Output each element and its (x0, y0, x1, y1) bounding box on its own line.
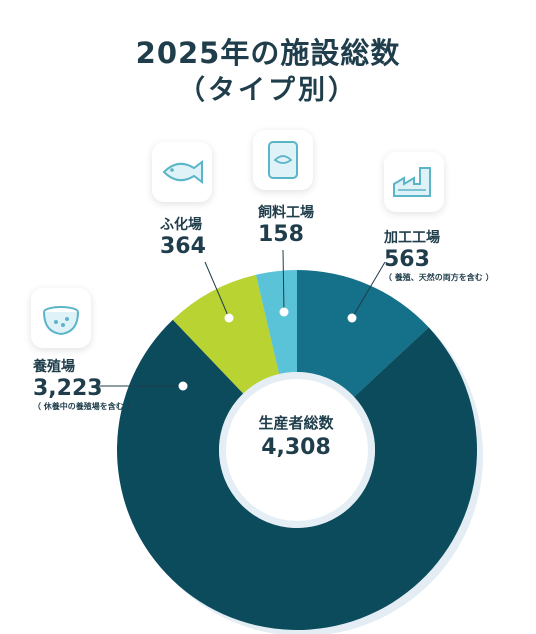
feed-name: 飼料工場 (258, 205, 314, 221)
donut-center: 生産者総数 4,308 (226, 412, 366, 460)
processing-note: （ 養殖、天然の両方を含む ） (384, 273, 494, 282)
donut-hole (226, 379, 368, 521)
feed-bag-icon (268, 141, 298, 179)
donut-slices (116, 270, 483, 634)
dot-feed (279, 307, 289, 317)
slice-dots (178, 307, 357, 391)
fish-net-icon-box (31, 288, 91, 348)
dot-farm (178, 381, 188, 391)
leader-line-hatchery (204, 261, 230, 319)
farm-label: 養殖場 3,223 （ 休養中の養殖場を含む ） (33, 356, 135, 412)
fish-icon-box (152, 142, 212, 202)
processing-label: 加工工場 563 （ 養殖、天然の両方を含む ） (384, 227, 494, 283)
slice-hatchery (172, 274, 280, 394)
hatchery-value: 364 (160, 234, 206, 259)
dot-processing (347, 313, 357, 323)
hatchery-name: ふ化場 (160, 217, 202, 233)
leader-lines (98, 249, 386, 387)
center-label: 生産者総数 (258, 414, 334, 432)
feed-label: 飼料工場 158 (258, 202, 314, 247)
fish-icon (162, 160, 203, 184)
fish-net-icon (43, 306, 79, 336)
chart-title-line2: （タイプ別） (178, 75, 358, 106)
hatchery-label: ふ化場 364 (160, 214, 206, 259)
farm-name: 養殖場 (33, 359, 75, 375)
processing-name: 加工工場 (384, 230, 440, 246)
leader-line-feed (282, 249, 285, 313)
slice-farm (116, 319, 477, 630)
leader-line-processing (351, 261, 386, 319)
feed-bag-icon-box (253, 130, 313, 190)
chart-title-line1: 2025年の施設総数 (135, 36, 401, 70)
slice-feed (255, 270, 297, 375)
factory-icon (393, 167, 431, 197)
factory-icon-box (384, 152, 444, 212)
processing-value: 563 (384, 247, 430, 272)
farm-note: （ 休養中の養殖場を含む ） (33, 402, 135, 411)
feed-value: 158 (258, 222, 304, 247)
slice-processing (297, 270, 429, 397)
dot-hatchery (224, 313, 234, 323)
center-total: 4,308 (261, 435, 331, 460)
farm-value: 3,223 (33, 376, 103, 401)
